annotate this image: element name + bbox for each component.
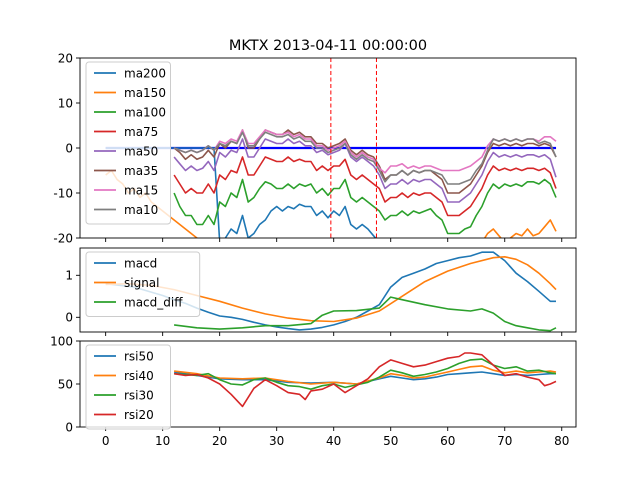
legend-label-ma50: ma50	[124, 144, 158, 158]
x-tick-label: 30	[269, 434, 284, 448]
legend-box	[85, 61, 171, 225]
series-line-rsi30	[174, 358, 557, 391]
y-tick-label: 100	[50, 334, 73, 348]
x-tick-label: 20	[212, 434, 227, 448]
y-tick-label: 0	[65, 420, 73, 434]
legend-label-ma15: ma15	[124, 183, 158, 197]
plot-area	[173, 352, 557, 408]
x-tick-label: 50	[383, 434, 398, 448]
y-tick-label: -10	[53, 186, 73, 200]
series-line-rsi40	[174, 365, 557, 385]
series-line-ma75	[173, 156, 557, 217]
y-tick-label: 0	[65, 311, 73, 325]
series-line-rsi20	[173, 352, 557, 408]
panel-macd: 0 1 macd signal macd_diff	[65, 247, 577, 336]
legend-box	[85, 251, 201, 317]
series-line-ma150	[105, 169, 557, 238]
panel-moving-averages: -20-1001020ma200ma150ma100ma75ma50ma35ma…	[53, 51, 577, 245]
y-tick-label: 50	[58, 377, 73, 391]
axes-frame	[79, 247, 577, 333]
legend-label-rsi50: rsi50	[124, 349, 154, 363]
legend-label-ma10: ma10	[124, 203, 158, 217]
x-tick-label: 80	[554, 434, 569, 448]
legend-box	[85, 344, 171, 430]
x-tick-label: 40	[326, 434, 341, 448]
legend-label-rsi20: rsi20	[124, 408, 154, 422]
legend: rsi50 rsi40 rsi30 rsi20	[85, 344, 171, 430]
x-tick-label: 0	[102, 434, 110, 448]
legend-label-macd: macd	[124, 256, 157, 270]
y-tick-label: 20	[58, 51, 73, 65]
legend-label-ma75: ma75	[124, 125, 158, 139]
series-line-ma100	[173, 178, 557, 235]
y-tick-label: 10	[58, 96, 73, 110]
chart-title: MKTX 2013-04-11 00:00:00	[229, 38, 427, 54]
legend: ma200 ma150 ma100 ma75 ma50 ma35 ma15 ma10	[85, 61, 171, 225]
x-tick-label: 10	[155, 434, 170, 448]
legend-label-ma150: ma150	[124, 86, 166, 100]
axes-layer: -20-1001020ma200ma150ma100ma75ma50ma35ma…	[50, 51, 577, 448]
legend-label-ma35: ma35	[124, 164, 158, 178]
plot-area	[105, 58, 557, 238]
y-tick-label: 0	[65, 141, 73, 155]
legend-label-signal: signal	[124, 276, 160, 290]
y-tick-label: 1	[65, 269, 73, 283]
legend-label-ma200: ma200	[124, 66, 166, 80]
legend-label-rsi40: rsi40	[124, 369, 154, 383]
legend: macd signal macd_diff	[85, 251, 201, 317]
x-tick-label: 60	[440, 434, 455, 448]
series-line-ma10	[173, 131, 557, 185]
legend-label-macd_diff: macd_diff	[124, 295, 183, 309]
series-line-ma50	[173, 138, 557, 203]
y-tick-label: -20	[53, 231, 73, 245]
series-line-ma15	[173, 129, 557, 174]
series-line-macd_diff	[173, 296, 557, 332]
x-tick-label: 70	[497, 434, 512, 448]
legend-label-rsi30: rsi30	[124, 388, 154, 402]
legend-label-ma100: ma100	[124, 105, 166, 119]
